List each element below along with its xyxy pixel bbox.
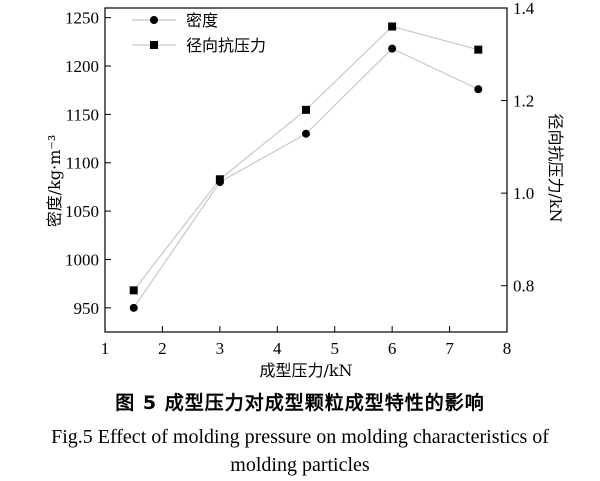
data-point-circle	[474, 85, 483, 94]
series-line-1	[133, 47, 479, 309]
figure-caption-english: Fig.5 Effect of molding pressure on mold…	[0, 423, 600, 479]
data-point-circle	[129, 303, 138, 312]
y-right-tick-label: 1.2	[513, 92, 534, 111]
x-tick-label: 4	[273, 339, 282, 358]
data-point-circle	[388, 44, 397, 53]
y-left-tick-label: 1050	[65, 202, 99, 221]
y-left-tick-label: 1100	[66, 154, 99, 173]
data-point-square	[215, 175, 224, 184]
figure-caption-chinese: 图 5 成型压力对成型颗粒成型特性的影响	[115, 392, 485, 414]
data-point-circle	[302, 129, 310, 138]
chart: 1 2 3 4 5 6 7 8 950 1000 1050 1100 1150 1200 1250 0.8 1.…	[45, 0, 565, 380]
y-axis-left-title: 密度/kg·m⁻³	[45, 135, 64, 227]
x-tick-label: 3	[216, 339, 225, 358]
y-left-tick-label: 950	[74, 299, 100, 318]
chart-markers	[129, 22, 483, 312]
legend-label: 密度	[186, 11, 218, 30]
chart-axes	[104, 7, 508, 333]
y-right-tick-label: 1.4	[513, 0, 535, 18]
y-left-tick-label: 1150	[66, 105, 99, 124]
figure-caption-english-line-2: molding particles	[230, 454, 370, 476]
data-point-square	[474, 45, 483, 54]
x-tick-label: 5	[330, 339, 339, 358]
data-point-square	[129, 286, 138, 295]
chart-ticks: 1 2 3 4 5 6 7 8 950 1000 1050 1100 1150 1200 1250 0.8 1.…	[65, 0, 535, 358]
legend-label: 径向抗压力	[186, 36, 266, 55]
plot-frame	[104, 7, 508, 333]
y-right-tick-label: 1.0	[513, 184, 534, 203]
series-line-2	[133, 25, 479, 291]
y-axis-right-title: 径向抗压力/kN	[546, 113, 565, 222]
x-tick-label: 8	[503, 339, 512, 358]
data-point-square	[302, 105, 310, 114]
chart-series-lines	[133, 25, 479, 309]
legend-marker-square	[150, 41, 158, 49]
x-tick-label: 7	[445, 339, 454, 358]
figure-caption-english-line-1: Fig.5 Effect of molding pressure on mold…	[51, 426, 549, 448]
y-right-tick-label: 0.8	[513, 277, 534, 296]
x-tick-label: 6	[388, 339, 397, 358]
y-left-tick-label: 1200	[65, 57, 99, 76]
x-tick-label: 2	[158, 339, 167, 358]
x-axis-title: 成型压力/kN	[259, 361, 352, 380]
y-left-tick-label: 1250	[65, 9, 99, 28]
x-tick-label: 1	[101, 339, 110, 358]
y-left-tick-label: 1000	[65, 250, 99, 269]
data-point-square	[388, 22, 397, 31]
legend-marker-circle	[150, 16, 158, 24]
